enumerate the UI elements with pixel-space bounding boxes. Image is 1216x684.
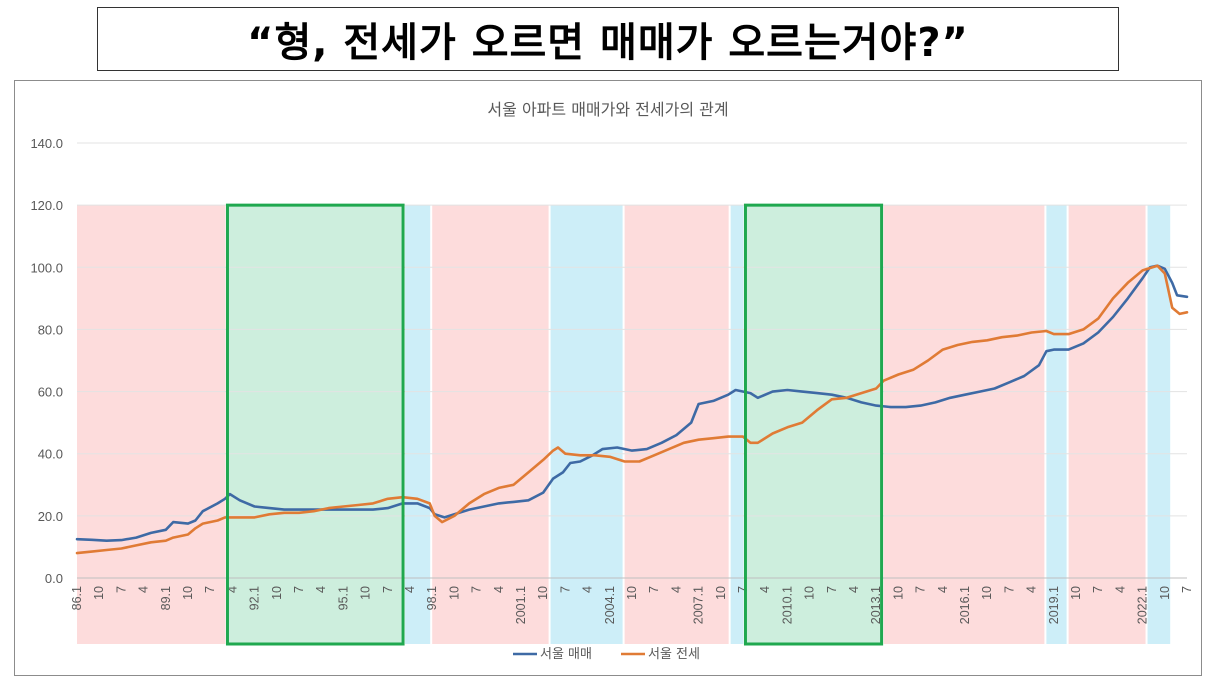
x-tick-label: 2001.1 — [514, 586, 528, 624]
x-tick-label: 4 — [581, 586, 595, 593]
y-tick-label: 60.0 — [38, 385, 63, 400]
x-tick-label: 10 — [536, 586, 550, 600]
region-blue-2 — [405, 205, 431, 644]
x-tick-label: 10 — [181, 586, 195, 600]
x-tick-label: 10 — [980, 586, 994, 600]
x-tick-label: 7 — [647, 586, 661, 593]
y-tick-label: 120.0 — [30, 198, 63, 213]
region-green-1 — [227, 205, 404, 644]
x-tick-label: 7 — [914, 586, 928, 593]
x-tick-label: 2016.1 — [958, 586, 972, 624]
x-tick-label: 4 — [936, 586, 950, 593]
chart-title: 서울 아파트 매매가와 전세가의 관계 — [487, 100, 728, 119]
region-blue-6 — [730, 205, 744, 644]
chart-svg: 서울 아파트 매매가와 전세가의 관계 0.0 20.0 40.0 60.0 80.0 1… — [30, 100, 1194, 662]
x-tick-label: 2007.1 — [692, 586, 706, 624]
legend-label-1: 서울 전세 — [648, 647, 700, 662]
x-tick-label: 4 — [669, 586, 683, 593]
region-blue-11 — [1147, 205, 1171, 644]
region-pink-8 — [883, 205, 1045, 644]
x-tick-label: 4 — [1025, 586, 1039, 593]
series-line-jeonse — [75, 264, 1189, 555]
highlight-frame-1 — [743, 203, 884, 646]
x-tick-label: 7 — [203, 586, 217, 593]
y-axis-ticks: 0.0 20.0 40.0 60.0 80.0 100.0 120.0 140.0 — [30, 136, 63, 586]
x-tick-label: 4 — [847, 586, 861, 593]
x-tick-label: 2013.1 — [869, 586, 883, 624]
x-tick-label: 7 — [114, 586, 128, 593]
x-tick-label: 7 — [1002, 586, 1016, 593]
x-tick-label: 4 — [403, 586, 417, 593]
region-pink-3 — [432, 205, 549, 644]
x-tick-label: 7 — [736, 586, 750, 593]
x-tick-label: 7 — [558, 586, 572, 593]
x-tick-label: 10 — [1158, 586, 1172, 600]
y-tick-label: 80.0 — [38, 322, 63, 337]
headline-banner: “형, 전세가 오르면 매매가 오르는거야?” — [97, 7, 1119, 71]
x-tick-label: 2004.1 — [603, 586, 617, 624]
legend-label-0: 서울 매매 — [540, 647, 592, 662]
region-green-7 — [745, 205, 882, 644]
highlight-frames — [225, 203, 884, 646]
series-lines — [75, 264, 1189, 555]
x-tick-label: 10 — [625, 586, 639, 600]
x-tick-label: 95.1 — [336, 586, 350, 610]
legend: 서울 매매 서울 전세 — [513, 647, 700, 662]
x-tick-label: 10 — [359, 586, 373, 600]
x-tick-label: 7 — [381, 586, 395, 593]
x-tick-label: 7 — [1091, 586, 1105, 593]
y-tick-label: 0.0 — [45, 571, 63, 586]
series-line-sale — [75, 264, 1189, 542]
x-tick-label: 86.1 — [70, 586, 84, 610]
region-pink-0 — [77, 205, 226, 644]
x-tick-label: 4 — [492, 586, 506, 593]
x-tick-label: 2010.1 — [780, 586, 794, 624]
region-pink-5 — [624, 205, 729, 644]
x-tick-label: 2019.1 — [1047, 586, 1061, 624]
x-tick-label: 10 — [92, 586, 106, 600]
x-tick-label: 89.1 — [159, 586, 173, 610]
x-tick-label: 4 — [1113, 586, 1127, 593]
x-axis-ticks: 86.1 10 7 4 89.1 10 7 4 92.1 10 7 4 95.1 10 7 4 98.1 10 7 4… — [70, 586, 1194, 624]
x-tick-label: 7 — [470, 586, 484, 593]
x-tick-label: 10 — [447, 586, 461, 600]
x-tick-label: 92.1 — [248, 586, 262, 610]
x-tick-label: 10 — [1069, 586, 1083, 600]
x-tick-label: 98.1 — [425, 586, 439, 610]
x-tick-label: 7 — [292, 586, 306, 593]
x-tick-label: 4 — [314, 586, 328, 593]
region-blue-4 — [550, 205, 623, 644]
x-tick-label: 10 — [891, 586, 905, 600]
gridlines — [77, 142, 1187, 579]
y-tick-label: 140.0 — [30, 136, 63, 151]
x-tick-label: 2022.1 — [1136, 586, 1150, 624]
x-tick-label: 10 — [803, 586, 817, 600]
x-tick-label: 10 — [270, 586, 284, 600]
x-tick-label: 10 — [714, 586, 728, 600]
shaded-regions — [77, 205, 1171, 644]
x-tick-label: 7 — [1180, 586, 1194, 593]
x-tick-label: 7 — [825, 586, 839, 593]
chart-frame: 서울 아파트 매매가와 전세가의 관계 0.0 20.0 40.0 60.0 80.0 1… — [14, 80, 1202, 676]
region-blue-9 — [1046, 205, 1067, 644]
x-tick-label: 4 — [137, 586, 151, 593]
y-tick-label: 40.0 — [38, 447, 63, 462]
x-tick-label: 4 — [225, 586, 239, 593]
y-tick-label: 100.0 — [30, 260, 63, 275]
y-tick-label: 20.0 — [38, 509, 63, 524]
highlight-frame-0 — [225, 203, 405, 646]
x-tick-label: 4 — [758, 586, 772, 593]
